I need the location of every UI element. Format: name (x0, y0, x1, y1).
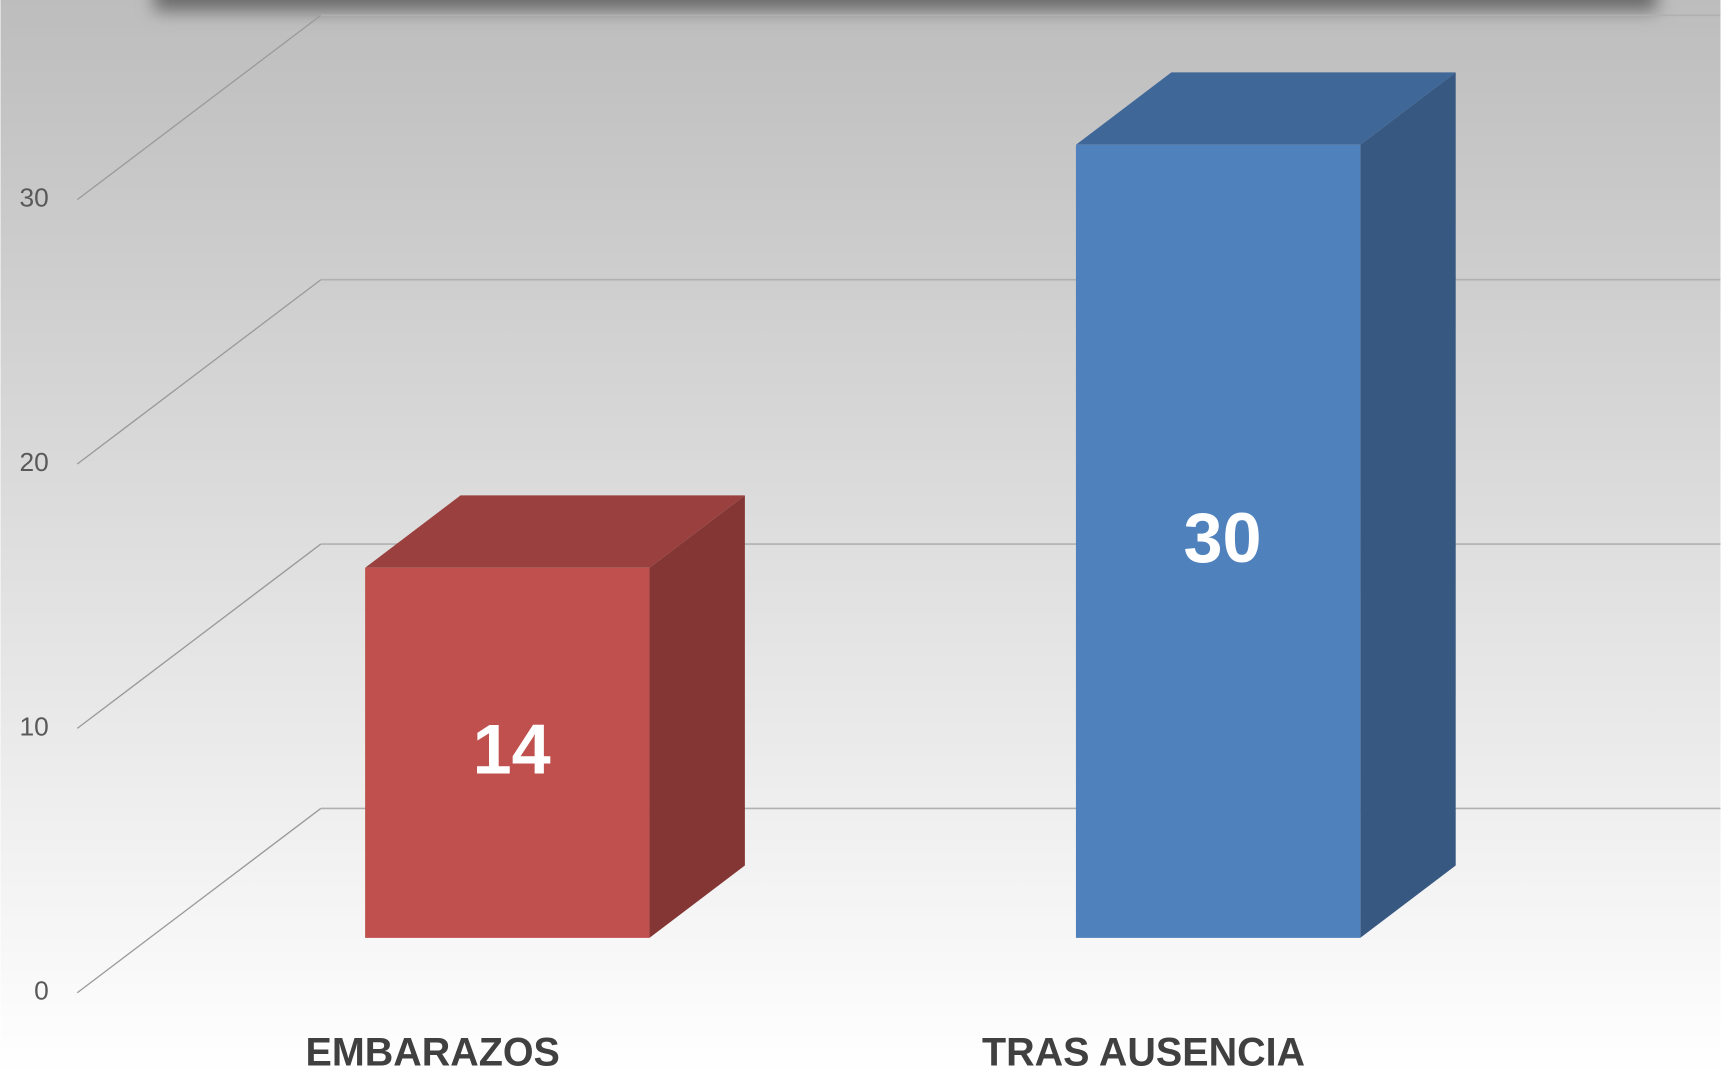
top-shadow (154, 0, 1657, 11)
y-tick-label: 10 (19, 711, 48, 741)
y-tick-label: 20 (19, 447, 48, 477)
grid-line (76, 279, 322, 465)
grid-line (76, 14, 322, 201)
y-tick-label: 30 (19, 183, 48, 213)
value-label: 30 (1183, 498, 1261, 577)
bar (1075, 144, 1361, 938)
grid: 0 10 20 30 (19, 14, 1721, 1006)
grid-line (76, 543, 322, 729)
y-tick-label: 0 (34, 976, 49, 1006)
value-label: 14 (473, 710, 551, 789)
x-tick-label: EMBARAZOS (306, 1031, 560, 1075)
bar-top (365, 495, 745, 568)
grid-line (76, 807, 322, 994)
bar (365, 567, 650, 938)
bar-side (649, 495, 745, 938)
bar-side (1360, 72, 1456, 938)
bars: EMBARAZOS 14 TRAS AUSENCIA 30 (306, 72, 1456, 1075)
bar-top (1075, 72, 1456, 145)
x-tick-label: TRAS AUSENCIA (982, 1031, 1305, 1075)
